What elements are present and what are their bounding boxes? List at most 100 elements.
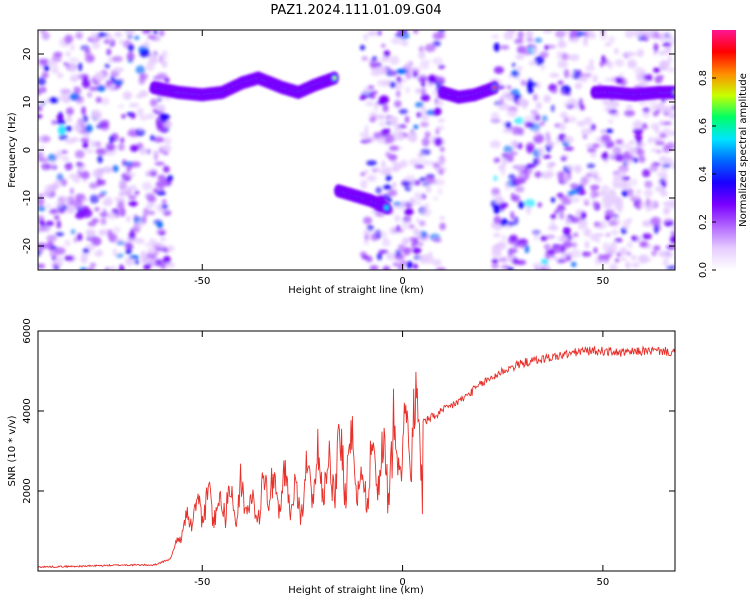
noise-blob [97,155,103,164]
noise-blob [57,125,66,135]
noise-blob [506,85,512,90]
noise-blob [48,97,59,104]
noise-blob [374,66,385,71]
noise-blob [156,72,168,81]
noise-blob [386,134,395,144]
noise-blob [427,74,437,84]
noise-blob [560,111,568,119]
noise-blob [91,236,102,246]
noise-blob [161,204,169,209]
snr-panel: -50 0 50 2000 4000 6000 Height of straight l… [7,318,676,596]
noise-blob [529,122,541,132]
noise-blob [533,231,539,241]
chart-title: PAZ1.2024.111.01.09.G04 [270,3,441,18]
noise-blob [63,195,72,205]
noise-blob [437,125,445,131]
noise-blob [65,204,76,214]
noise-blob [95,96,102,103]
noise-blob [82,248,90,254]
noise-blob [134,35,140,40]
noise-blob [119,207,126,217]
noise-blob [385,151,391,158]
noise-blob [589,58,594,68]
noise-blob [411,239,416,249]
noise-blob [111,208,120,214]
noise-blob [567,98,577,105]
noise-blob [81,78,91,89]
noise-blob [395,134,406,141]
noise-blob [534,171,543,178]
noise-blob [515,186,525,193]
noise-blob [400,159,408,168]
noise-blob [420,148,431,156]
noise-blob [416,111,422,118]
noise-blob [635,73,644,81]
noise-blob [562,226,571,236]
noise-blob [56,114,64,121]
noise-blob [563,136,574,143]
noise-blob [631,262,640,268]
noise-blob [375,229,384,236]
noise-blob [560,156,568,161]
noise-blob [599,60,604,68]
noise-blob [554,209,560,215]
noise-blob [139,147,147,155]
noise-blob [39,135,51,143]
noise-blob [55,232,64,237]
noise-blob [394,205,405,210]
spectrogram-y-ticks: -20 -10 0 10 20 [22,48,675,254]
noise-blob [639,241,649,248]
noise-blob [373,132,381,139]
noise-blob [147,34,155,40]
noise-blob [118,264,125,270]
noise-blob [382,231,387,241]
noise-blob [499,202,509,209]
noise-blob [162,209,172,216]
noise-blob [416,193,422,201]
noise-blob [631,235,638,242]
noise-blob [148,238,156,243]
noise-blob [505,121,511,129]
noise-blob [159,30,165,37]
noise-blob [507,94,514,101]
noise-blob [493,157,501,164]
noise-blob [658,50,666,56]
noise-blob [112,165,119,173]
noise-blob [667,33,672,42]
noise-blob [659,133,667,138]
noise-blob [517,238,528,247]
noise-blob [651,250,658,257]
noise-blob [517,30,524,40]
noise-blob [584,240,590,249]
noise-blob [38,105,43,112]
noise-blob [154,161,165,166]
x-tick-label: 0 [399,276,405,287]
noise-blob [38,225,45,230]
noise-blob [56,173,64,182]
y-tick-label: -20 [22,238,33,254]
noise-blob [503,32,514,40]
noise-blob [539,64,546,71]
noise-blob [80,254,88,264]
noise-blob [144,242,152,247]
noise-blob [105,267,111,270]
noise-blob [512,257,519,265]
noise-blob [667,67,675,73]
snr-y-ticks: 2000 4000 6000 [22,318,675,504]
noise-blob [55,119,67,125]
noise-blob [41,31,50,41]
noise-blob [605,233,611,237]
noise-blob [64,255,74,261]
noise-blob [157,244,166,248]
noise-blob [418,45,424,53]
noise-blob [610,229,619,236]
noise-blob [159,231,165,236]
noise-blob [89,182,98,189]
noise-blob [363,228,373,236]
noise-blob [638,254,649,264]
noise-blob [146,148,151,155]
noise-blob [667,55,673,64]
noise-blob [644,180,653,189]
noise-blob [558,195,569,201]
noise-blob [128,231,136,240]
